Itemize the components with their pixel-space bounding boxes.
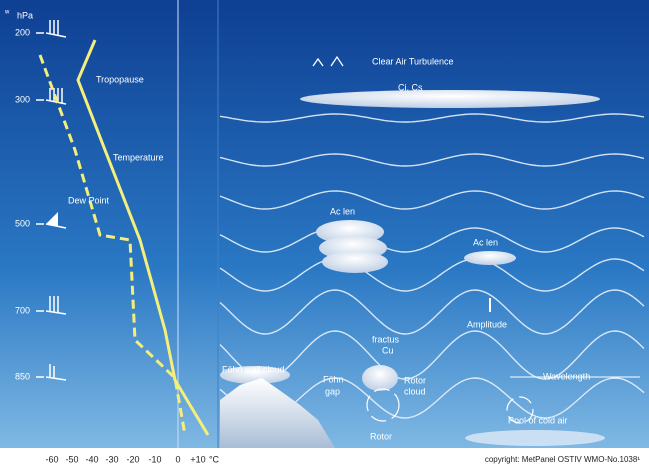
axis-note: w — [4, 10, 10, 16]
dew-point-curve — [38, 54, 187, 436]
pressure-label: 200 — [15, 27, 30, 37]
label: fractus — [372, 334, 400, 344]
label: Amplitude — [467, 319, 507, 329]
pressure-label: 500 — [15, 218, 30, 228]
wind-barb — [45, 223, 67, 229]
temperature-label: -60 — [45, 454, 58, 464]
label: Rotor — [370, 431, 392, 441]
curve-label: Dew Point — [68, 195, 110, 205]
label: Föhn wall cloud — [222, 364, 285, 374]
label: Rotor — [404, 375, 426, 385]
label: Ac len — [473, 237, 498, 247]
label: Pool of cold air — [508, 415, 568, 425]
mountain — [220, 378, 335, 448]
rotor-cloud — [362, 365, 398, 391]
label: Ac len — [330, 206, 355, 216]
rotor-circulation — [366, 388, 400, 422]
turbulence-symbol — [312, 55, 344, 67]
label: cloud — [404, 386, 426, 396]
pressure-label: 850 — [15, 371, 30, 381]
temperature-label: -20 — [126, 454, 139, 464]
pressure-label: 700 — [15, 305, 30, 315]
temperature-label: -30 — [105, 454, 118, 464]
wave-line — [219, 258, 645, 292]
cold-air-pool — [465, 430, 605, 446]
temperature-label: 0 — [175, 454, 180, 464]
temperature-label: -10 — [148, 454, 161, 464]
wind-barb — [45, 364, 67, 381]
sky — [0, 0, 649, 448]
ac-cloud — [464, 251, 516, 265]
pressure-unit: hPa — [17, 10, 33, 20]
label: Föhn — [323, 374, 344, 384]
label: Wavelength — [543, 371, 590, 381]
wave-line — [219, 190, 645, 210]
curve-label: Temperature — [113, 152, 164, 162]
temperature-label: -50 — [65, 454, 78, 464]
temperature-label: -40 — [85, 454, 98, 464]
curve-label: Tropopause — [96, 74, 144, 84]
label: Clear Air Turbulence — [372, 56, 454, 66]
wind-pennant — [46, 212, 58, 226]
wave-lines — [219, 113, 645, 419]
temperature-curve — [76, 39, 210, 436]
temperature-label: °C — [209, 454, 220, 464]
fohn-wall-cloud — [220, 366, 290, 384]
label: Cu — [382, 345, 394, 355]
label: Ci, Cs — [398, 82, 423, 92]
copyright: copyright: MetPanel OSTIV WMO-No.1038¹ — [485, 455, 641, 464]
wave-line — [219, 227, 645, 253]
ac-cloud — [322, 251, 388, 273]
wave-line — [219, 153, 645, 167]
label: gap — [325, 386, 340, 396]
wind-barb — [45, 20, 67, 38]
wind-barb — [45, 296, 67, 315]
wave-line — [219, 113, 645, 123]
rotor-circulation — [506, 396, 534, 424]
cirrus-cloud — [300, 90, 600, 108]
pressure-label: 300 — [15, 94, 30, 104]
wave-line — [219, 330, 645, 380]
temperature-label: +10 — [190, 454, 205, 464]
wave-line — [219, 289, 645, 335]
